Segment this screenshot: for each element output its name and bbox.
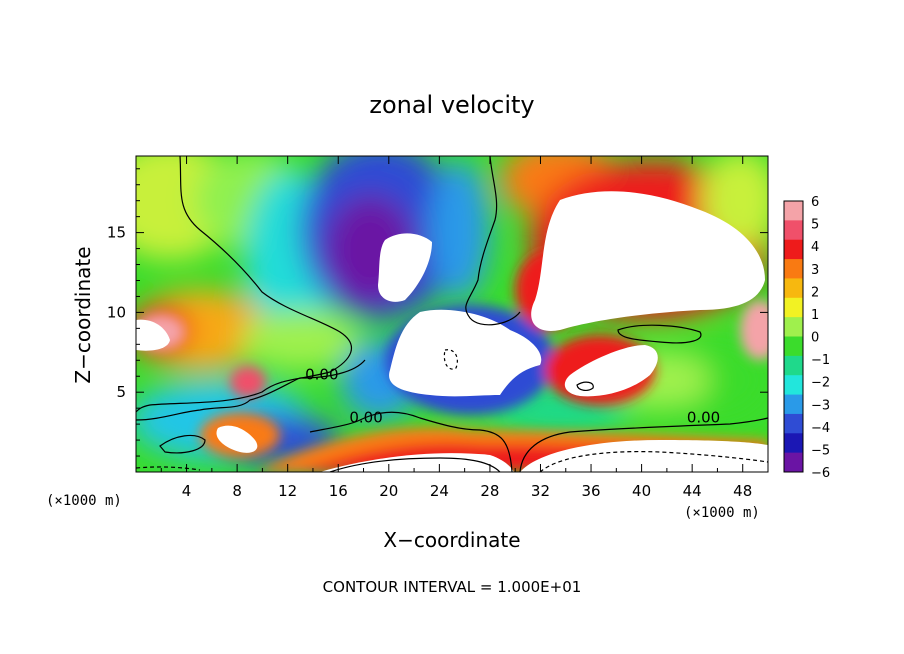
contour-label: 0.00 <box>687 409 720 427</box>
colorbar-tick-label: 2 <box>811 285 819 300</box>
white-region <box>378 233 432 302</box>
contour-line <box>617 324 702 344</box>
colorbar-swatch <box>784 239 803 260</box>
x-tick-label: 48 <box>733 482 752 500</box>
x-tick-label: 4 <box>182 482 192 500</box>
contour-line <box>329 457 501 472</box>
x-unit-label-left: (×1000 m) <box>46 493 122 509</box>
contour-label: 0.00 <box>349 409 382 427</box>
white-region <box>520 440 768 472</box>
colorbar-swatch <box>784 355 803 376</box>
contour-line <box>136 156 352 413</box>
colorbar-frame <box>783 200 804 473</box>
x-tick-label: 28 <box>480 482 499 500</box>
field-patch <box>230 366 266 398</box>
y-axis-label: Z−coordinate <box>71 246 95 383</box>
colorbar-tick-label: 5 <box>811 218 819 233</box>
colorbar-swatch <box>784 201 803 221</box>
white-region <box>136 319 170 351</box>
chart-title: zonal velocity <box>369 91 534 119</box>
contour-line <box>159 434 206 454</box>
contour-line <box>576 381 594 391</box>
colorbar-tick-label: −3 <box>811 398 830 413</box>
y-tick-label: 5 <box>116 383 126 401</box>
contour-line <box>136 359 366 421</box>
x-axis-label: X−coordinate <box>383 528 520 552</box>
colorbar-tick-label: −5 <box>811 443 830 458</box>
colorbar-swatch <box>784 394 803 415</box>
colorbar-tick-label: 6 <box>811 195 819 210</box>
white-region <box>531 191 765 331</box>
x-tick-label: 12 <box>278 482 297 500</box>
colorbar-swatch <box>784 278 803 299</box>
colorbar-swatch <box>784 433 803 454</box>
colorbar: 6 5 4 3 2 1 0 −1 −2 −3 −4 −5 −6 <box>783 195 830 481</box>
white-region <box>564 345 658 397</box>
colorbar-swatch <box>784 452 803 473</box>
white-region <box>320 453 514 472</box>
colorbar-tick-label: 3 <box>811 263 819 278</box>
colorbar-tick-label: −4 <box>811 421 830 436</box>
colorbar-tick-label: 0 <box>811 331 819 346</box>
contour-line <box>136 466 201 471</box>
colorbar-tick-label: −2 <box>811 376 830 391</box>
x-tick-label: 16 <box>329 482 348 500</box>
contour-line <box>465 156 521 326</box>
colorbar-tick-label: −1 <box>811 353 830 368</box>
x-tick-label: 32 <box>531 482 550 500</box>
white-region <box>389 309 542 397</box>
colorbar-swatch <box>784 336 803 357</box>
colorbar-swatch <box>784 259 803 279</box>
field-patch <box>430 160 490 300</box>
colorbar-tick-label: 4 <box>811 240 819 255</box>
colorbar-swatch <box>784 220 803 241</box>
colorbar-swatch <box>784 375 803 396</box>
y-tick-label: 10 <box>107 303 126 321</box>
colorbar-tick-label: −6 <box>811 466 830 481</box>
contour-interval-note: CONTOUR INTERVAL = 1.000E+01 <box>323 578 582 596</box>
white-region <box>216 425 258 453</box>
contour-line <box>443 349 458 370</box>
x-unit-label-right: (×1000 m) <box>684 505 760 521</box>
plot-frame <box>135 155 769 473</box>
x-tick-label: 36 <box>581 482 600 500</box>
colorbar-swatch <box>784 297 803 318</box>
contour-label: 0.00 <box>305 365 338 383</box>
x-tick-label: 40 <box>632 482 651 500</box>
contour-labels: 0.00 0.00 0.00 <box>305 365 720 426</box>
contour-line <box>519 417 768 472</box>
x-tick-label: 20 <box>379 482 398 500</box>
x-tick-label: 8 <box>232 482 242 500</box>
field-patch <box>740 300 768 360</box>
y-tick-label: 15 <box>107 224 126 242</box>
contour-line <box>309 411 513 472</box>
field-patch <box>240 310 360 370</box>
x-tick-label: 24 <box>430 482 449 500</box>
colorbar-tick-label: 1 <box>811 308 819 323</box>
y-axis: 5 10 15 <box>107 168 768 457</box>
x-axis: 4 8 12 16 20 24 28 32 36 40 44 48 <box>160 156 752 500</box>
colorbar-swatch <box>784 413 803 434</box>
heatmap-field <box>136 156 768 472</box>
colorbar-swatch <box>784 317 803 337</box>
x-tick-label: 44 <box>683 482 702 500</box>
